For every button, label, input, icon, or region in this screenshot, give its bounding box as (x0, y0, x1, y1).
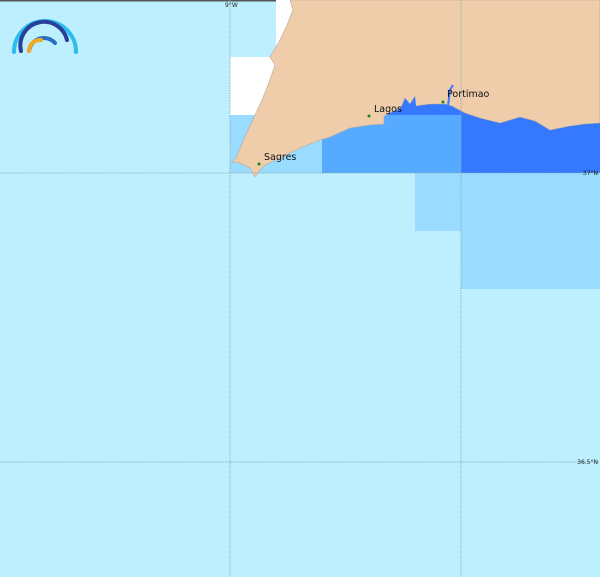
place-marker (441, 100, 445, 104)
sea-cell-light (415, 173, 461, 231)
sea-cell-light (461, 173, 600, 289)
land-portugal (231, 0, 600, 178)
latitude-label: 36.5°N (577, 459, 598, 466)
longitude-label: 9°W (225, 2, 238, 9)
latitude-label: 37°N (583, 170, 598, 177)
place-label-sagres: Sagres (264, 152, 296, 163)
place-marker (257, 162, 261, 166)
place-label-lagos: Lagos (374, 104, 402, 115)
estuary (447, 84, 454, 107)
wave-arcs-logo-icon (12, 19, 78, 54)
estuary (400, 96, 416, 110)
place-label-portimao: Portimao (447, 89, 490, 100)
place-marker (367, 114, 371, 118)
